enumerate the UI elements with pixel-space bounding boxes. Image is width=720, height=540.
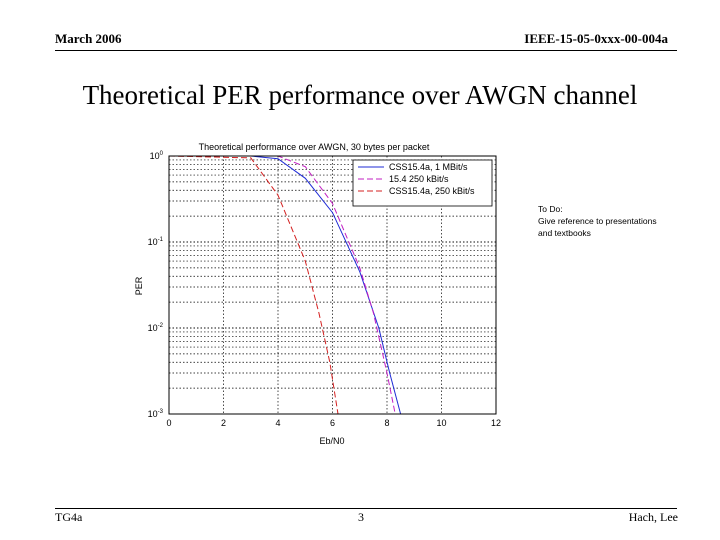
x-tick-label: 10 [436, 418, 446, 428]
per-chart: Theoretical performance over AWGN, 30 by… [134, 142, 501, 446]
x-tick-label: 12 [491, 418, 501, 428]
header-rule [55, 50, 677, 51]
footer-authors: Hach, Lee [628, 510, 678, 524]
series-line [169, 155, 396, 415]
y-tick-label: 10-2 [148, 323, 164, 333]
y-axis-label: PER [134, 276, 144, 295]
todo-note-line: and textbooks [538, 228, 591, 238]
todo-note-line: Give reference to presentations [538, 216, 657, 226]
footer-rule [55, 508, 677, 509]
x-axis-label: Eb/N0 [319, 436, 344, 446]
legend-label: CSS15.4a, 1 MBit/s [389, 162, 468, 172]
series-line [168, 155, 339, 415]
x-tick-label: 8 [384, 418, 389, 428]
y-tick-label: 10-3 [148, 409, 164, 419]
todo-note: To Do: Give reference to presentations a… [538, 203, 657, 239]
legend-label: CSS15.4a, 250 kBit/s [389, 186, 475, 196]
y-tick-label: 100 [150, 151, 164, 161]
chart-legend: CSS15.4a, 1 MBit/s 15.4 250 kBit/s CSS15.4… [352, 159, 493, 207]
chart-title: Theoretical performance over AWGN, 30 by… [199, 142, 430, 152]
x-tick-label: 0 [166, 418, 171, 428]
header-date: March 2006 [55, 31, 122, 46]
page-number: 3 [358, 510, 364, 524]
x-tick-label: 4 [275, 418, 280, 428]
legend-label: 15.4 250 kBit/s [389, 174, 449, 184]
header-doc-id: IEEE-15-05-0xxx-00-004a [524, 31, 668, 46]
todo-note-line: To Do: [538, 204, 563, 214]
chart-ticks: 0 2 4 6 8 10 12 100 10-1 10-2 10-3 [148, 151, 501, 428]
x-tick-label: 6 [330, 418, 335, 428]
plot-frame [168, 155, 497, 415]
chart-lines [168, 155, 402, 415]
legend-box [352, 159, 493, 207]
slide-title: Theoretical PER performance over AWGN ch… [82, 80, 638, 110]
y-tick-label: 10-1 [148, 237, 164, 247]
footer-left: TG4a [55, 510, 83, 524]
series-line [169, 155, 402, 415]
x-tick-label: 2 [221, 418, 226, 428]
